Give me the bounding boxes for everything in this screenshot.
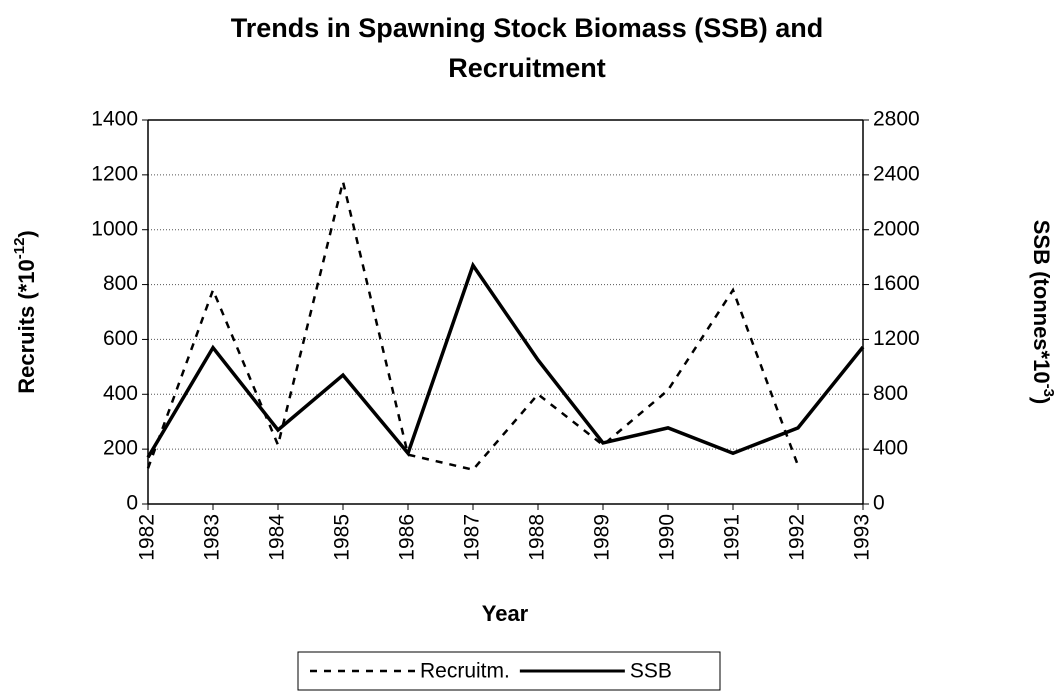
y-axis-title-part: -12 (11, 238, 28, 260)
x-tick-label: 1984 (266, 514, 289, 561)
y-tick-label: 400 (103, 382, 138, 405)
series-line (146, 181, 800, 472)
x-tick-label: 1990 (656, 514, 679, 561)
y2-axis-title: SSB (tonnes*10-3) (1029, 220, 1057, 405)
y-tick-label: 200 (103, 437, 138, 460)
y2-tick-label: 2400 (873, 162, 920, 185)
y2-tick-label: 800 (873, 382, 908, 405)
y2-tick-label: 0 (873, 492, 885, 515)
series-line (146, 261, 865, 459)
x-tick-label: 1985 (331, 514, 354, 561)
y-tick-label: 1000 (91, 217, 138, 240)
chart-title: Trends in Spawning Stock Biomass (SSB) a… (231, 13, 824, 43)
x-tick-label: 1993 (851, 514, 874, 561)
y2-tick-label: 2000 (873, 217, 920, 240)
y-tick-label: 1200 (91, 162, 138, 185)
legend-label: Recruitm. (420, 660, 510, 683)
y2-axis-title-part: SSB (tonnes*10 (1029, 220, 1054, 384)
y-tick-label: 800 (103, 272, 138, 295)
x-axis-title: Year (482, 601, 529, 626)
y2-tick-label: 1200 (873, 327, 920, 350)
x-tick-label: 1991 (721, 514, 744, 561)
x-tick-label: 1987 (461, 514, 484, 561)
chart-title: Recruitment (448, 53, 606, 83)
y-tick-label: 600 (103, 327, 138, 350)
legend-label: SSB (630, 660, 672, 683)
x-tick-label: 1992 (786, 514, 809, 561)
y-tick-label: 1400 (91, 108, 138, 131)
y2-tick-label: 400 (873, 437, 908, 460)
x-tick-label: 1989 (591, 514, 614, 561)
x-tick-label: 1986 (396, 514, 419, 561)
x-tick-label: 1982 (136, 514, 159, 561)
y-axis-title: Recruits (*10-12) (11, 230, 39, 394)
y-tick-label: 0 (126, 492, 138, 515)
x-tick-label: 1988 (526, 514, 549, 561)
y2-axis-title-part: ) (1029, 397, 1054, 404)
y-axis-title-part: Recruits (*10 (14, 259, 39, 394)
y2-tick-label: 1600 (873, 272, 920, 295)
y-axis-title-part: ) (14, 230, 39, 237)
x-tick-label: 1983 (201, 514, 224, 561)
y2-tick-label: 2800 (873, 108, 920, 131)
y2-axis-title-part: -3 (1040, 384, 1057, 397)
